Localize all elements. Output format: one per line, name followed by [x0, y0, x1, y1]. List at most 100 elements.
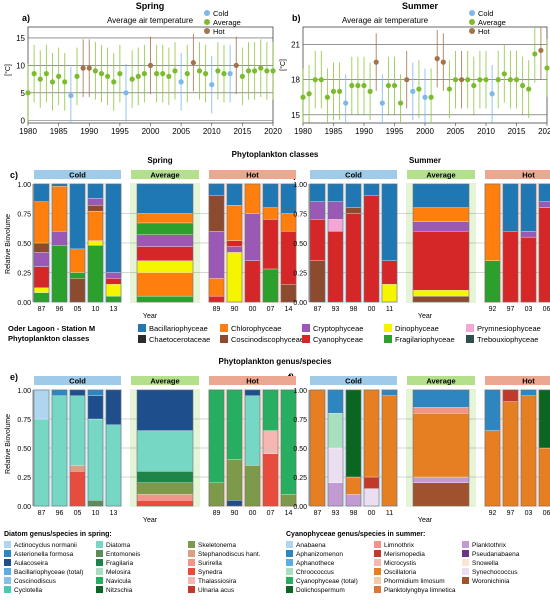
bar-segment [244, 465, 261, 507]
bar-outline [136, 183, 194, 303]
legend-label: Planktothrix [472, 542, 507, 549]
x-tick-label: 1995 [386, 127, 404, 136]
bar-segment [136, 471, 194, 483]
data-point [196, 68, 203, 74]
data-point [385, 82, 391, 89]
bar-segment [327, 447, 344, 483]
x-tick-label: 2000 [142, 127, 160, 136]
x-tick-label: 00 [249, 510, 257, 517]
y-tick-label: 0.50 [293, 446, 307, 453]
group-header [310, 376, 397, 385]
y-tick-label: 0.00 [293, 300, 307, 307]
data-point [434, 56, 440, 62]
bar-segment [327, 183, 344, 202]
legend-label: Merismopedia [384, 551, 425, 558]
group-header [131, 376, 199, 385]
data-point [252, 68, 258, 74]
bar-outline [51, 389, 68, 507]
legend-label: Cryptophyceae [313, 324, 363, 333]
diatom-legend-title: Diatom genus/species in spring: [4, 531, 112, 538]
legend-swatch [188, 586, 195, 593]
legend-marker [204, 10, 210, 16]
bar-segment [136, 183, 194, 214]
data-point [489, 91, 495, 97]
legend-swatch [96, 568, 103, 575]
bar-segment [87, 198, 104, 206]
bar-outline [363, 389, 380, 507]
bar-outline [33, 389, 50, 507]
legend-swatch [138, 335, 146, 343]
bar-segment [345, 183, 362, 208]
bar-segment [262, 183, 279, 208]
bar-outline [538, 183, 550, 303]
data-point [410, 88, 416, 94]
legend-swatch [286, 541, 293, 548]
data-point [422, 94, 428, 100]
bar-segment [33, 252, 50, 267]
data-point [80, 65, 86, 71]
legend-label: Surirella [198, 560, 222, 567]
bar-segment [136, 213, 194, 224]
x-tick-label: 00 [368, 510, 376, 517]
data-point [538, 47, 544, 54]
bar-segment [412, 290, 470, 297]
legend-swatch [302, 324, 310, 332]
y-tick-label: 1.00 [293, 182, 307, 189]
bar-segment [412, 183, 470, 208]
bar-segment [412, 207, 470, 222]
data-point [501, 71, 507, 77]
data-point [221, 71, 227, 77]
x-tick-label: 90 [231, 306, 239, 313]
bar-segment [69, 389, 86, 396]
x-tick-label: 2000 [416, 127, 434, 136]
bar-segment [87, 500, 104, 507]
bar-segment [87, 210, 104, 241]
bar-segment [87, 245, 104, 303]
bar-segment [69, 471, 86, 507]
data-point [349, 82, 355, 89]
data-point [239, 73, 245, 79]
panel-f-xlabel: Year [418, 517, 433, 524]
panel-d-xlabel: Year [418, 313, 433, 320]
bar-segment [363, 389, 380, 478]
bar-outline [244, 389, 261, 507]
class-legend-title: Oder Lagoon - Station M [8, 324, 95, 333]
bar-outline [412, 389, 470, 507]
y-tick-label: 0.50 [293, 241, 307, 248]
legend-label: Diatoma [106, 542, 131, 549]
legend-marker [469, 10, 475, 16]
legend-swatch [188, 550, 195, 557]
legend-swatch [462, 577, 469, 584]
y-tick-label: 0.25 [17, 271, 31, 278]
x-tick-label: 90 [231, 510, 239, 517]
x-tick-label: 03 [525, 306, 533, 313]
data-point [300, 94, 306, 100]
x-tick-label: 05 [74, 306, 82, 313]
legend-swatch [96, 541, 103, 548]
bar-segment [51, 245, 68, 303]
group-header [485, 376, 550, 385]
bar-outline [280, 389, 297, 507]
data-point [98, 71, 105, 77]
bar-outline [226, 389, 243, 507]
legend-swatch [4, 541, 11, 548]
legend-label: Snowella [472, 560, 499, 567]
legend-label: Synedra [198, 569, 223, 576]
bar-segment [363, 476, 380, 489]
data-point [270, 68, 276, 74]
bar-segment [262, 389, 279, 431]
legend-label: Fragilaria [106, 560, 133, 567]
y-tick-label: 1.00 [17, 388, 31, 395]
panel-d-season: Summer [409, 156, 441, 165]
bar-segment [484, 260, 501, 303]
data-point [471, 82, 477, 89]
group-header-label: Hot [246, 377, 259, 386]
bar-segment [262, 453, 279, 507]
legend-swatch [4, 568, 11, 575]
y-tick-label: 0.75 [293, 212, 307, 219]
data-point [178, 79, 184, 85]
data-point [258, 65, 264, 71]
data-point [355, 82, 361, 89]
x-tick-label: 14 [285, 306, 293, 313]
bar-segment [136, 222, 194, 235]
